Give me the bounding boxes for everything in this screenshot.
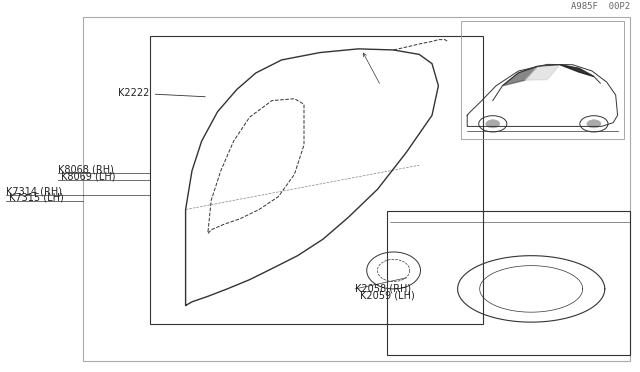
Text: K8069 (LH): K8069 (LH) [61,171,116,181]
Polygon shape [560,65,594,77]
Text: K2222: K2222 [118,88,205,98]
Polygon shape [502,66,538,86]
Polygon shape [525,65,560,80]
Circle shape [486,120,500,128]
Bar [83,17,630,361]
Text: K7315 (LH): K7315 (LH) [9,193,64,203]
Bar [461,21,624,140]
Circle shape [587,120,601,128]
Text: K7314 (RH): K7314 (RH) [6,186,63,196]
Text: K2059 (LH): K2059 (LH) [360,291,415,301]
Text: A985F  00P2: A985F 00P2 [572,2,630,11]
Text: K2058 (RH): K2058 (RH) [355,284,412,294]
Bar [387,211,630,355]
Bar [150,36,483,324]
Text: K8068 (RH): K8068 (RH) [58,165,113,174]
